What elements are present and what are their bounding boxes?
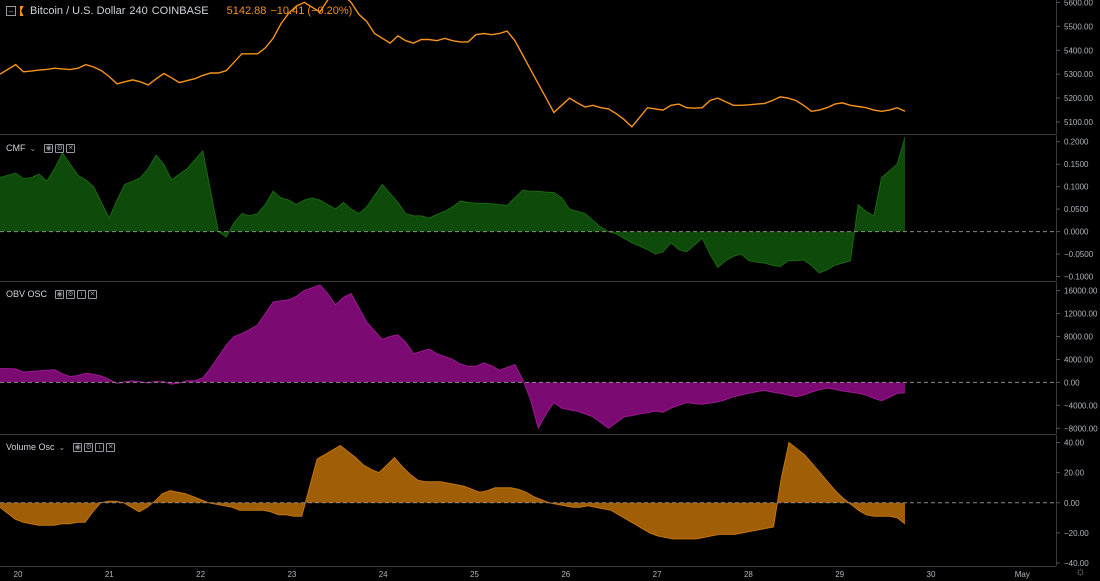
y-tick-label: −0.0500 [1064,250,1094,259]
time-axis[interactable]: 20 21 22 23 24 25 26 27 28 29 30 May [0,566,1056,580]
chevron-down-icon[interactable]: ⌄ [58,442,66,452]
gear-icon[interactable]: ⚙ [84,442,94,452]
price-pane[interactable]: 5600.00 5500.00 5400.00 5300.00 5200.00 5100.… [0,0,1093,134]
obv-label[interactable]: OBV OSC [6,289,48,299]
close-icon[interactable]: ✕ [66,143,76,153]
y-tick-label: −0.1000 [1064,273,1094,282]
symbol-name[interactable]: Bitcoin / U.S. Dollar [30,5,126,17]
price-line [0,0,906,128]
volume-osc-label[interactable]: Volume Osc [6,442,55,452]
y-tick-label: 0.0500 [1064,205,1089,214]
y-tick-label: 8000.00 [1064,332,1093,341]
y-tick-label: 5200.00 [1064,94,1093,103]
exchange: COINBASE [151,5,209,17]
volume-osc-legend: Volume Osc ⌄ ◉ ⚙ i ✕ [6,442,116,452]
time-tick-label: 29 [835,570,844,579]
price-change: −10.41 (−0.20%) [270,5,353,17]
time-tick-label: 21 [105,570,114,579]
gear-icon[interactable]: ⚙ [55,143,65,153]
chevron-down-icon[interactable]: ⌄ [29,143,37,153]
oscillator-line [0,137,906,274]
y-tick-label: 16000.00 [1064,287,1098,296]
time-tick-label: 30 [927,570,936,579]
oscillator-area [0,442,905,539]
obv-legend: OBV OSC ◉ ⚙ i ✕ [6,289,98,299]
y-tick-label: 0.0000 [1064,228,1089,237]
coinbase-logo-icon [20,6,24,16]
time-tick-label: 23 [287,570,296,579]
y-tick-label: −4000.00 [1064,401,1098,410]
eye-icon[interactable]: ◉ [73,442,83,452]
y-tick-label: 12000.00 [1064,310,1098,319]
y-tick-label: 5100.00 [1064,118,1093,127]
y-tick-label: 0.2000 [1064,138,1089,147]
y-tick-label: 4000.00 [1064,355,1093,364]
info-icon[interactable]: i [95,442,105,452]
y-tick-label: 0.1000 [1064,183,1089,192]
eye-icon[interactable]: ◉ [55,289,65,299]
volume-osc-pane[interactable]: 40.00 20.00 0.00 −20.00 −40.00 [0,434,1089,568]
time-tick-label: 22 [196,570,205,579]
time-tick-label: 25 [470,570,479,579]
cmf-legend: CMF ⌄ ◉ ⚙ ✕ [6,143,76,153]
time-tick-label: May [1015,570,1030,579]
symbol-legend: – Bitcoin / U.S. Dollar 240 COINBASE 514… [6,5,352,17]
time-tick-label: 20 [14,570,23,579]
y-tick-label: 5600.00 [1064,0,1093,7]
gear-icon[interactable]: ⚙ [66,289,76,299]
oscillator-line [0,284,906,430]
oscillator-area [0,284,905,429]
time-tick-label: 27 [653,570,662,579]
y-tick-label: 0.1500 [1064,160,1089,169]
y-tick-label: 20.00 [1064,469,1085,478]
cmf-label[interactable]: CMF [6,143,26,153]
eye-icon[interactable]: ◉ [44,143,54,153]
y-tick-label: 0.00 [1064,378,1080,387]
time-tick-label: 26 [561,570,570,579]
collapse-icon[interactable]: – [6,6,16,16]
close-icon[interactable]: ✕ [88,289,98,299]
y-tick-label: 0.00 [1064,499,1080,508]
time-tick-label: 28 [744,570,753,579]
oscillator-area [0,137,905,273]
y-tick-label: −40.00 [1064,559,1089,568]
info-icon[interactable]: i [77,289,87,299]
interval: 240 [129,5,148,17]
y-tick-label: 5400.00 [1064,46,1093,55]
last-price: 5142.88 [226,5,267,17]
y-tick-label: −20.00 [1064,529,1089,538]
y-tick-label: −8000.00 [1064,424,1098,433]
close-icon[interactable]: ✕ [106,442,116,452]
y-tick-label: 40.00 [1064,439,1085,448]
gear-icon[interactable]: ☼ [1075,564,1086,578]
oscillator-line [0,441,906,540]
cmf-pane[interactable]: 0.2000 0.1500 0.1000 0.0500 0.0000 −0.0500 −0.… [0,134,1094,282]
y-tick-label: 5300.00 [1064,70,1093,79]
y-tick-label: 5500.00 [1064,22,1093,31]
time-tick-label: 24 [379,570,388,579]
obv-pane[interactable]: 16000.00 12000.00 8000.00 4000.00 0.00 −4000.… [0,281,1098,435]
